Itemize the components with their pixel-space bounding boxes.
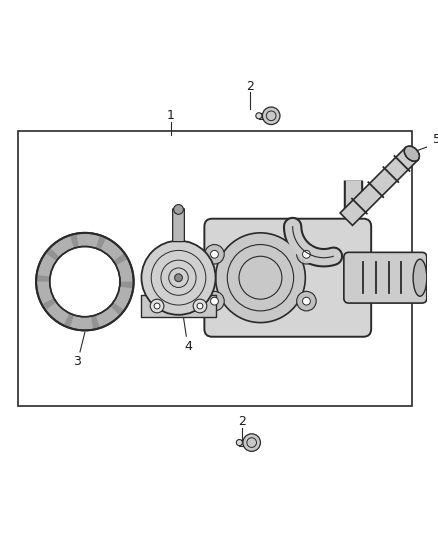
Ellipse shape: [404, 146, 420, 161]
Circle shape: [256, 112, 262, 119]
Text: 2: 2: [246, 80, 254, 93]
Polygon shape: [96, 235, 106, 250]
Text: 5: 5: [433, 133, 438, 146]
Polygon shape: [110, 302, 124, 316]
Polygon shape: [64, 313, 74, 328]
Bar: [240, 440, 252, 446]
Circle shape: [50, 246, 120, 317]
Circle shape: [237, 440, 243, 446]
Polygon shape: [113, 253, 128, 265]
Polygon shape: [91, 315, 100, 330]
Circle shape: [154, 303, 160, 309]
Polygon shape: [120, 281, 134, 288]
Circle shape: [211, 297, 219, 305]
Polygon shape: [36, 274, 50, 281]
Circle shape: [205, 245, 224, 264]
Circle shape: [262, 107, 280, 125]
Circle shape: [205, 292, 224, 311]
Polygon shape: [70, 233, 79, 248]
Polygon shape: [42, 298, 57, 310]
Text: 4: 4: [184, 340, 192, 352]
Bar: [259, 112, 271, 119]
Ellipse shape: [413, 259, 427, 296]
Circle shape: [193, 299, 207, 313]
Circle shape: [197, 303, 203, 309]
Circle shape: [211, 251, 219, 258]
Circle shape: [150, 299, 164, 313]
Circle shape: [36, 233, 134, 330]
Bar: [18, 132, 412, 407]
Text: 1: 1: [167, 109, 175, 122]
FancyBboxPatch shape: [205, 219, 371, 337]
Circle shape: [141, 241, 215, 315]
Circle shape: [297, 245, 316, 264]
Bar: [141, 295, 215, 317]
Polygon shape: [46, 248, 60, 261]
Circle shape: [215, 233, 305, 322]
Text: 3: 3: [73, 355, 81, 368]
Text: 2: 2: [238, 415, 246, 427]
Circle shape: [173, 205, 184, 214]
Circle shape: [303, 297, 311, 305]
Circle shape: [303, 251, 311, 258]
FancyBboxPatch shape: [344, 252, 427, 303]
Polygon shape: [340, 148, 418, 225]
Circle shape: [175, 274, 182, 281]
Circle shape: [243, 434, 261, 451]
Circle shape: [297, 292, 316, 311]
FancyBboxPatch shape: [173, 208, 184, 241]
